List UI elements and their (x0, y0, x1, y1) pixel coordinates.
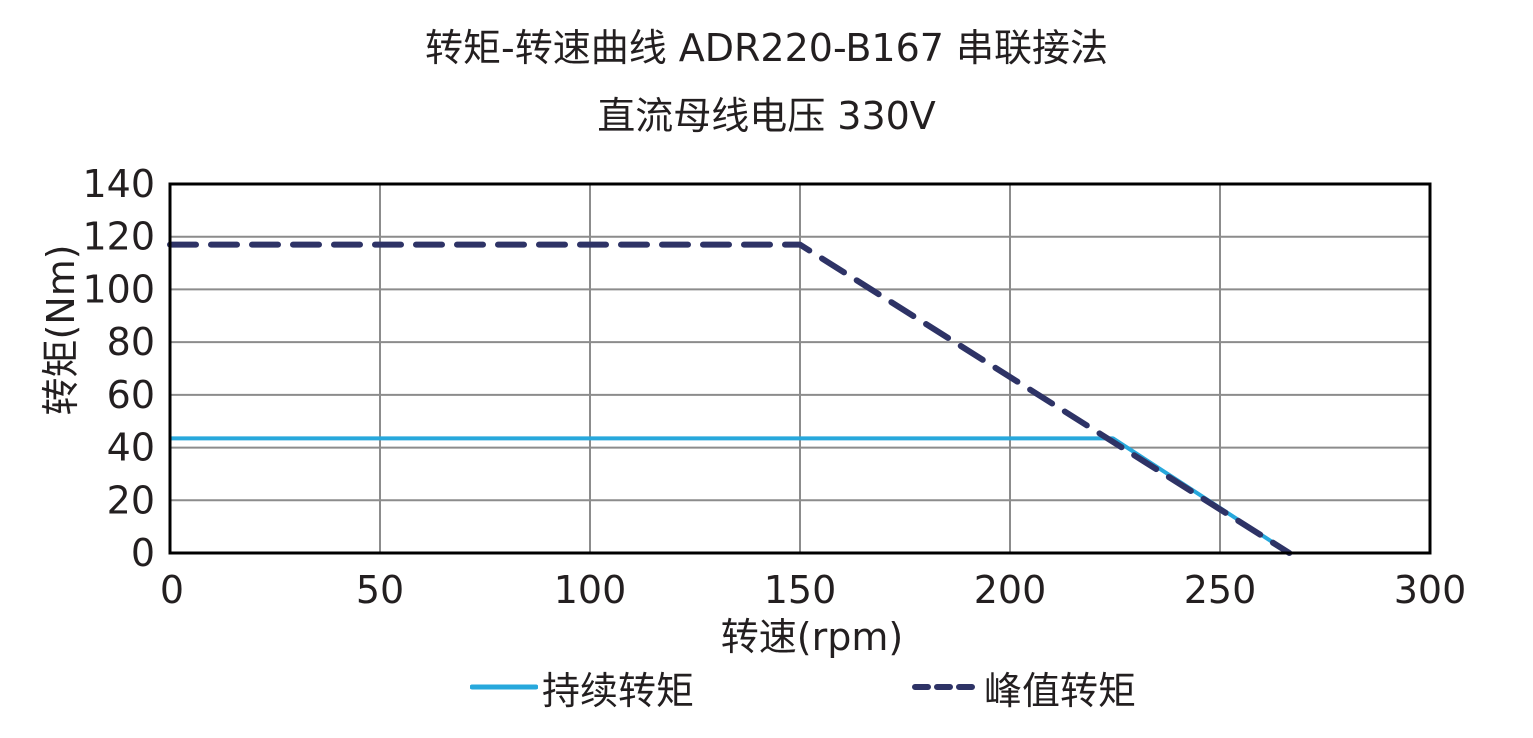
grid-lines (169, 183, 1431, 554)
continuous-torque-line (170, 436, 1291, 555)
y-tick-label: 40 (107, 426, 155, 470)
y-tick-label: 0 (131, 531, 155, 575)
plot-frame (168, 182, 1432, 555)
legend-item-continuous: 持续转矩 (470, 662, 695, 713)
solid-line-swatch-icon (470, 684, 538, 690)
peak-torque-line (167, 241, 1293, 556)
y-tick-label: 100 (82, 267, 155, 311)
y-tick-label: 60 (107, 373, 155, 417)
x-tick-label: 150 (764, 568, 837, 612)
x-tick-label: 250 (1184, 568, 1257, 612)
x-tick-label: 200 (974, 568, 1047, 612)
legend-item-peak: 峰值转矩 (912, 662, 1137, 713)
x-tick-label: 100 (554, 568, 627, 612)
x-axis-label: 转速(rpm) (721, 615, 903, 659)
chart-title: 转矩-转速曲线 ADR220-B167 串联接法 (424, 26, 1109, 70)
y-tick-label: 120 (82, 215, 155, 259)
chart-subtitle: 直流母线电压 330V (597, 94, 936, 138)
x-tick-label: 50 (356, 568, 404, 612)
x-tick-label: 300 (1394, 568, 1467, 612)
series-lines (167, 241, 1293, 556)
y-tick-label: 80 (107, 320, 155, 364)
y-tick-labels: 0 20 40 60 80 100 120 140 (82, 162, 155, 575)
legend-label-continuous: 持续转矩 (542, 668, 695, 713)
dashed-line-swatch-icon (912, 684, 980, 690)
y-tick-label: 140 (82, 162, 155, 206)
x-tick-label: 0 (160, 568, 184, 612)
legend-label-peak: 峰值转矩 (984, 668, 1137, 713)
x-tick-labels: 0 50 100 150 200 250 300 (160, 568, 1466, 612)
y-tick-label: 20 (107, 478, 155, 522)
y-axis-label: 转矩(Nm) (39, 244, 83, 415)
